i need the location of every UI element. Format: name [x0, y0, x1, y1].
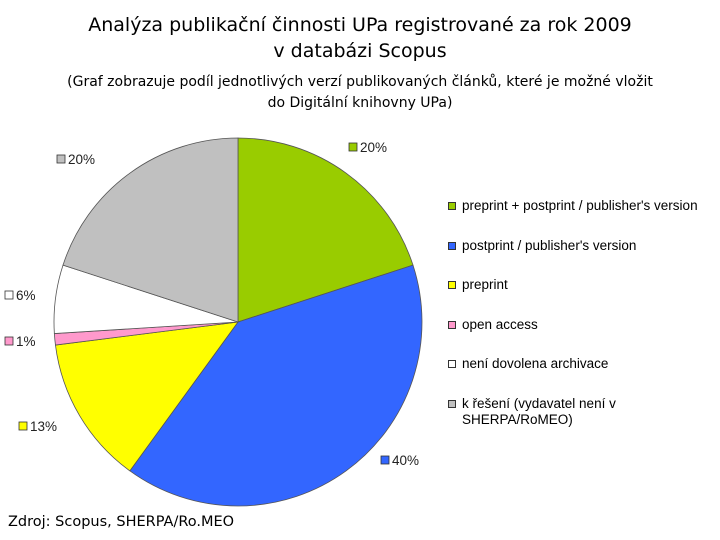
- legend-item: není dovolena archivace: [448, 356, 716, 396]
- legend-item: open access: [448, 317, 716, 357]
- legend-label: není dovolena archivace: [462, 356, 609, 371]
- legend-item: k řešení (vydavatel není v SHERPA/RoMEO): [448, 396, 716, 436]
- legend-label: open access: [462, 316, 538, 332]
- legend-swatch: [448, 202, 456, 210]
- slice-percent-label: 13%: [30, 419, 57, 434]
- chart-subtitle: (Graf zobrazuje podíl jednotlivých verzí…: [40, 72, 680, 114]
- slice-percent-label: 6%: [16, 288, 36, 303]
- legend-item: preprint + postprint / publisher's versi…: [448, 198, 716, 238]
- pie-slice: [55, 321, 239, 472]
- slice-percent-label: 20%: [68, 152, 95, 167]
- pie-slice: [129, 264, 423, 507]
- chart-title: Analýza publikační činnosti UPa registro…: [0, 12, 720, 64]
- slice-label-swatch: [4, 336, 14, 346]
- slice-percent-label: 1%: [16, 334, 36, 349]
- slice-label-swatch: [56, 154, 66, 164]
- slice-label-swatch: [4, 290, 14, 300]
- slice-percent-label: 40%: [392, 453, 419, 468]
- slice-label-swatch: [348, 142, 358, 152]
- legend-label: postprint / publisher's version: [462, 237, 637, 253]
- chart-subtitle-line-1: (Graf zobrazuje podíl jednotlivých verzí…: [67, 74, 653, 90]
- legend-item: preprint: [448, 277, 716, 317]
- chart-title-line-2: v databázi Scopus: [273, 40, 447, 62]
- slice-label-swatch: [18, 421, 28, 431]
- legend-label: preprint: [462, 277, 508, 292]
- legend-swatch: [448, 241, 456, 250]
- slice-label-swatch: [380, 455, 390, 465]
- chart-legend: preprint + postprint / publisher's versi…: [448, 198, 716, 435]
- legend-label: k řešení (vydavatel není v SHERPA/RoMEO): [462, 395, 616, 427]
- chart-subtitle-line-2: do Digitální knihovny UPa): [267, 95, 453, 111]
- pie-slice: [237, 137, 414, 323]
- slice-percent-label: 20%: [360, 140, 387, 155]
- legend-swatch: [448, 360, 456, 368]
- legend-swatch: [448, 281, 456, 289]
- legend-label: preprint + postprint / publisher's versi…: [462, 198, 698, 213]
- legend-swatch: [448, 399, 456, 408]
- legend-item: postprint / publisher's version: [448, 238, 716, 278]
- source-note: Zdroj: Scopus, SHERPA/Ro.MEO: [8, 514, 235, 530]
- chart-title-line-1: Analýza publikační činnosti UPa registro…: [88, 14, 632, 36]
- pie-slice: [62, 137, 239, 323]
- legend-swatch: [448, 320, 456, 329]
